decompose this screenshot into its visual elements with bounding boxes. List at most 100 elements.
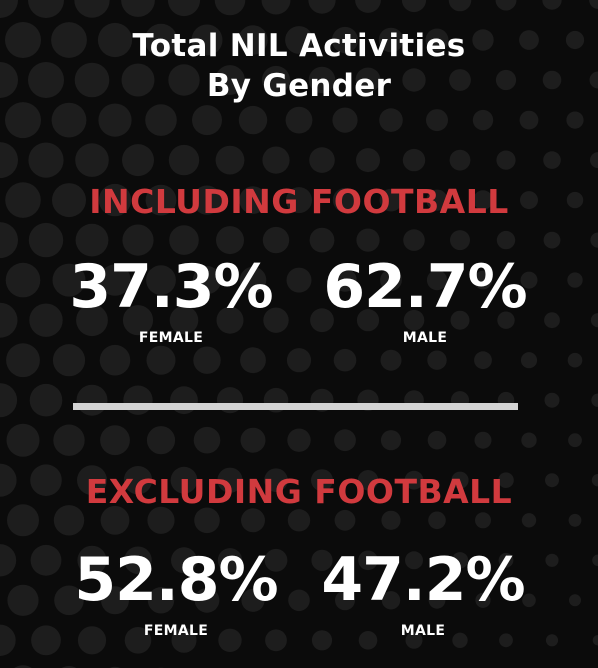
stat-value: 47.2% (321, 545, 525, 615)
background-dot (334, 429, 356, 452)
background-dot (0, 544, 17, 577)
background-dot (286, 267, 312, 293)
background-dot (495, 69, 517, 91)
stat-label: FEMALE (143, 623, 209, 639)
background-dot (28, 0, 64, 18)
background-dot (474, 431, 492, 449)
stat-label: MALE (400, 623, 446, 639)
background-dot (146, 426, 176, 455)
stat-value: 62.7% (323, 252, 527, 322)
background-dot (169, 305, 199, 335)
background-dot (146, 345, 176, 375)
background-dot (122, 305, 154, 336)
stat-label: FEMALE (138, 330, 204, 346)
background-dot (544, 312, 560, 329)
background-dot (334, 509, 356, 531)
background-dot (76, 304, 108, 337)
background-dot (590, 232, 598, 248)
background-dot (216, 226, 244, 255)
background-dot (380, 430, 402, 451)
background-dot (218, 628, 242, 652)
background-dot (0, 624, 16, 656)
background-dot (590, 313, 598, 328)
background-dot (519, 30, 539, 50)
background-dot (566, 111, 584, 129)
background-dot (332, 107, 358, 133)
background-dot (241, 508, 265, 533)
background-dot (428, 591, 446, 609)
background-dot (567, 352, 583, 368)
background-dot (262, 146, 290, 174)
including-football-heading: INCLUDING FOOTBALL (89, 182, 509, 221)
background-dot (426, 109, 448, 132)
background-dot (124, 546, 152, 575)
background-dot (52, 183, 86, 218)
background-dot (53, 505, 85, 536)
background-dot (427, 350, 447, 370)
background-dot (495, 0, 517, 11)
background-dot (30, 464, 62, 497)
background-dot (264, 548, 288, 572)
background-dot (545, 473, 559, 488)
background-dot (427, 430, 447, 450)
excluding-male-stat: 47.2% MALE (313, 548, 533, 640)
background-dot (450, 310, 470, 330)
background-dot (124, 627, 152, 654)
section-divider (73, 403, 518, 410)
background-dot (590, 152, 598, 169)
background-dot (567, 272, 583, 288)
background-dot (74, 62, 110, 98)
background-dot (240, 347, 266, 374)
background-dot (520, 271, 538, 289)
background-dot (77, 545, 107, 575)
background-dot (378, 27, 404, 53)
background-dot (519, 110, 539, 130)
background-dot (261, 65, 291, 95)
background-dot (31, 625, 61, 656)
background-dot (122, 224, 154, 256)
background-dot (309, 147, 335, 173)
background-dot (99, 344, 131, 376)
background-dot (5, 22, 41, 58)
background-dot (261, 0, 291, 15)
background-dot (522, 593, 536, 608)
background-dot (194, 587, 220, 613)
background-dot (498, 472, 514, 489)
background-dot (29, 383, 63, 417)
background-dot (239, 266, 267, 294)
background-dot (285, 26, 313, 54)
background-dot (545, 553, 559, 567)
background-dot (380, 269, 402, 291)
background-dot (589, 71, 598, 89)
background-dot (0, 142, 18, 179)
background-dot (311, 630, 333, 651)
background-dot (217, 548, 243, 573)
background-dot (332, 187, 358, 213)
background-dot (379, 188, 403, 212)
background-dot (169, 225, 199, 255)
background-dot (404, 470, 424, 490)
background-dot (401, 0, 427, 13)
including-male-stat: 62.7% MALE (315, 255, 535, 347)
background-dot (308, 0, 336, 14)
background-dot (544, 392, 560, 408)
background-dot (356, 309, 380, 332)
background-dot (569, 594, 581, 607)
background-dot (520, 191, 538, 210)
background-dot (451, 471, 469, 489)
background-dot (193, 426, 221, 454)
background-dot (288, 589, 310, 612)
background-dot (29, 303, 63, 337)
background-dot (403, 229, 425, 251)
background-dot (98, 103, 132, 137)
background-dot (428, 511, 446, 530)
background-dot (239, 186, 267, 214)
background-dot (381, 591, 401, 610)
background-dot (543, 151, 561, 169)
background-dot (568, 513, 582, 527)
background-dot (499, 633, 513, 648)
background-dot (449, 149, 471, 171)
background-dot (53, 424, 85, 456)
background-dot (7, 504, 39, 537)
